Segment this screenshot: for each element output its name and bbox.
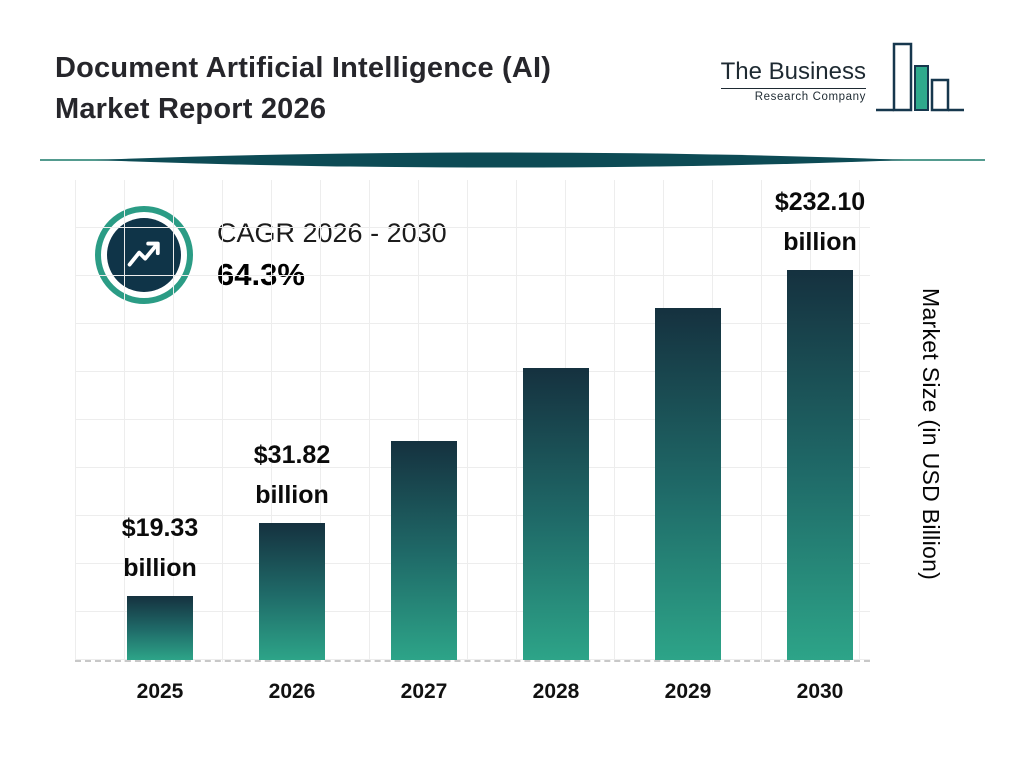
bar-value-unit: billion xyxy=(783,228,857,256)
x-axis-label-2030: 2030 xyxy=(796,680,844,703)
bar-value-amount: $31.82 xyxy=(253,441,331,469)
y-axis-label: Market Size (in USD Billion) xyxy=(918,288,944,581)
company-logo: The Business Research Company xyxy=(720,40,966,125)
logo-bar-chart-icon xyxy=(874,40,966,125)
page-title-line1: Document Artificial Intelligence (AI) xyxy=(55,52,552,84)
page-title: Document Artificial Intelligence (AI) Ma… xyxy=(55,48,551,130)
x-axis-label-2028: 2028 xyxy=(532,680,580,703)
divider-lens xyxy=(0,152,1024,173)
bar-value-amount: $232.10 xyxy=(774,188,866,216)
x-axis-label-2027: 2027 xyxy=(400,680,448,703)
bar-value-unit: billion xyxy=(123,554,197,582)
bar-2029 xyxy=(655,308,721,660)
page-title-line2: Market Report 2026 xyxy=(55,93,327,125)
company-logo-text: The Business Research Company xyxy=(720,40,866,103)
bar-2025 xyxy=(127,596,193,660)
x-axis-label-2029: 2029 xyxy=(664,680,712,703)
plot-area: $19.33 billion $31.82 billion $232.10 billion xyxy=(75,180,870,662)
x-axis-label-2026: 2026 xyxy=(268,680,316,703)
bar-value-unit: billion xyxy=(255,481,329,509)
bar-value-amount: $19.33 xyxy=(121,514,199,542)
logo-rule xyxy=(720,88,866,89)
bar-2028 xyxy=(523,368,589,660)
logo-company-subtitle: Research Company xyxy=(754,91,866,103)
bar-value-label-2026: $31.82 billion xyxy=(212,435,372,515)
bar-value-label-2025: $19.33 billion xyxy=(80,508,240,588)
logo-company-name: The Business xyxy=(720,58,866,85)
x-axis-label-2025: 2025 xyxy=(136,680,184,703)
bar-value-label-2030: $232.10 billion xyxy=(740,182,900,262)
x-axis: 2025 2026 2027 2028 2029 2030 xyxy=(75,666,870,712)
bar-2026 xyxy=(259,523,325,660)
bar-2027 xyxy=(391,441,457,660)
bar-2030 xyxy=(787,270,853,660)
